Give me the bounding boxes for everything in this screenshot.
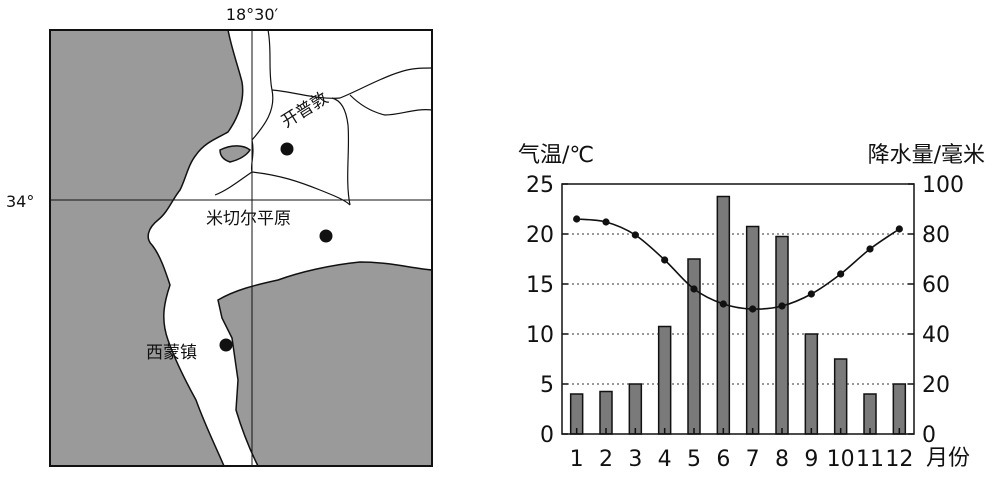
parallel-label: 34° (6, 192, 34, 211)
place-dot-mitchells-plain (319, 229, 333, 243)
boundary-line (349, 94, 433, 116)
precipitation-bars (569, 195, 907, 435)
place-dot-cape-town (280, 142, 294, 156)
temp-point (749, 305, 757, 313)
x-tick-label: 3 (628, 447, 642, 472)
precip-bar (775, 235, 789, 435)
temp-point (602, 218, 610, 226)
precip-bar (716, 195, 731, 435)
right-axis-ticks: 0 20 40 60 80 100 (908, 173, 964, 448)
temp-curve (576, 218, 900, 310)
precip-bar (599, 390, 613, 435)
land-area (147, 29, 433, 467)
precip-bar (657, 325, 672, 435)
x-tick-label: 7 (746, 447, 760, 472)
temp-point (778, 302, 786, 310)
boundary-line (271, 67, 433, 99)
left-axis-ticks: 0 5 10 15 20 25 (526, 173, 568, 448)
temp-point (573, 215, 581, 223)
left-tick-label: 0 (540, 423, 554, 448)
precip-bar (745, 225, 760, 435)
precip-bar (892, 383, 907, 435)
right-axis-title: 降水量/毫米 (868, 143, 985, 168)
right-tick-label: 20 (922, 373, 950, 398)
x-tick-label: 1 (570, 447, 584, 472)
x-tick-label: 10 (827, 447, 855, 472)
precip-bar (833, 358, 848, 435)
x-tick-label: 2 (599, 447, 613, 472)
left-tick-label: 15 (526, 273, 554, 298)
x-tick-label: 12 (885, 447, 913, 472)
temp-point (719, 300, 727, 308)
left-tick-label: 5 (540, 373, 554, 398)
place-label-simons-town: 西蒙镇 (146, 343, 197, 363)
temp-point (837, 270, 845, 278)
x-tick-label: 6 (716, 447, 730, 472)
x-tick-label: 4 (658, 447, 672, 472)
meridian-label: 18°30′ (226, 5, 279, 24)
x-axis-ticks: 1 2 3 4 5 6 7 8 9 10 11 12 (570, 428, 913, 472)
right-tick-label: 80 (922, 223, 950, 248)
temp-point (690, 285, 698, 293)
temp-point (895, 225, 903, 233)
left-tick-label: 25 (526, 173, 554, 198)
x-tick-label: 5 (687, 447, 701, 472)
grid (562, 233, 914, 385)
x-tick-label: 8 (775, 447, 789, 472)
x-tick-label: 9 (804, 447, 818, 472)
temp-point (807, 290, 815, 298)
precip-bar (804, 333, 819, 435)
plot-frame (561, 183, 915, 435)
right-tick-label: 60 (922, 273, 950, 298)
right-tick-label: 0 (922, 423, 936, 448)
map-frame (49, 29, 433, 467)
place-dot-simons-town (219, 338, 233, 352)
temp-point (631, 231, 639, 239)
left-tick-label: 10 (526, 323, 554, 348)
boundary-line (214, 171, 253, 196)
left-axis-title: 气温/℃ (518, 143, 594, 168)
boundary-line (331, 97, 351, 206)
temp-point (661, 256, 669, 264)
left-tick-label: 20 (526, 223, 554, 248)
table-bay (219, 145, 251, 163)
right-tick-label: 100 (922, 173, 964, 198)
x-tick-label: 11 (856, 447, 884, 472)
place-label-mitchells-plain: 米切尔平原 (206, 209, 291, 229)
temperature-line (573, 215, 903, 313)
temp-point (866, 245, 874, 253)
right-tick-label: 40 (922, 323, 950, 348)
precip-bar (628, 383, 643, 435)
x-axis-title: 月份 (926, 446, 970, 471)
